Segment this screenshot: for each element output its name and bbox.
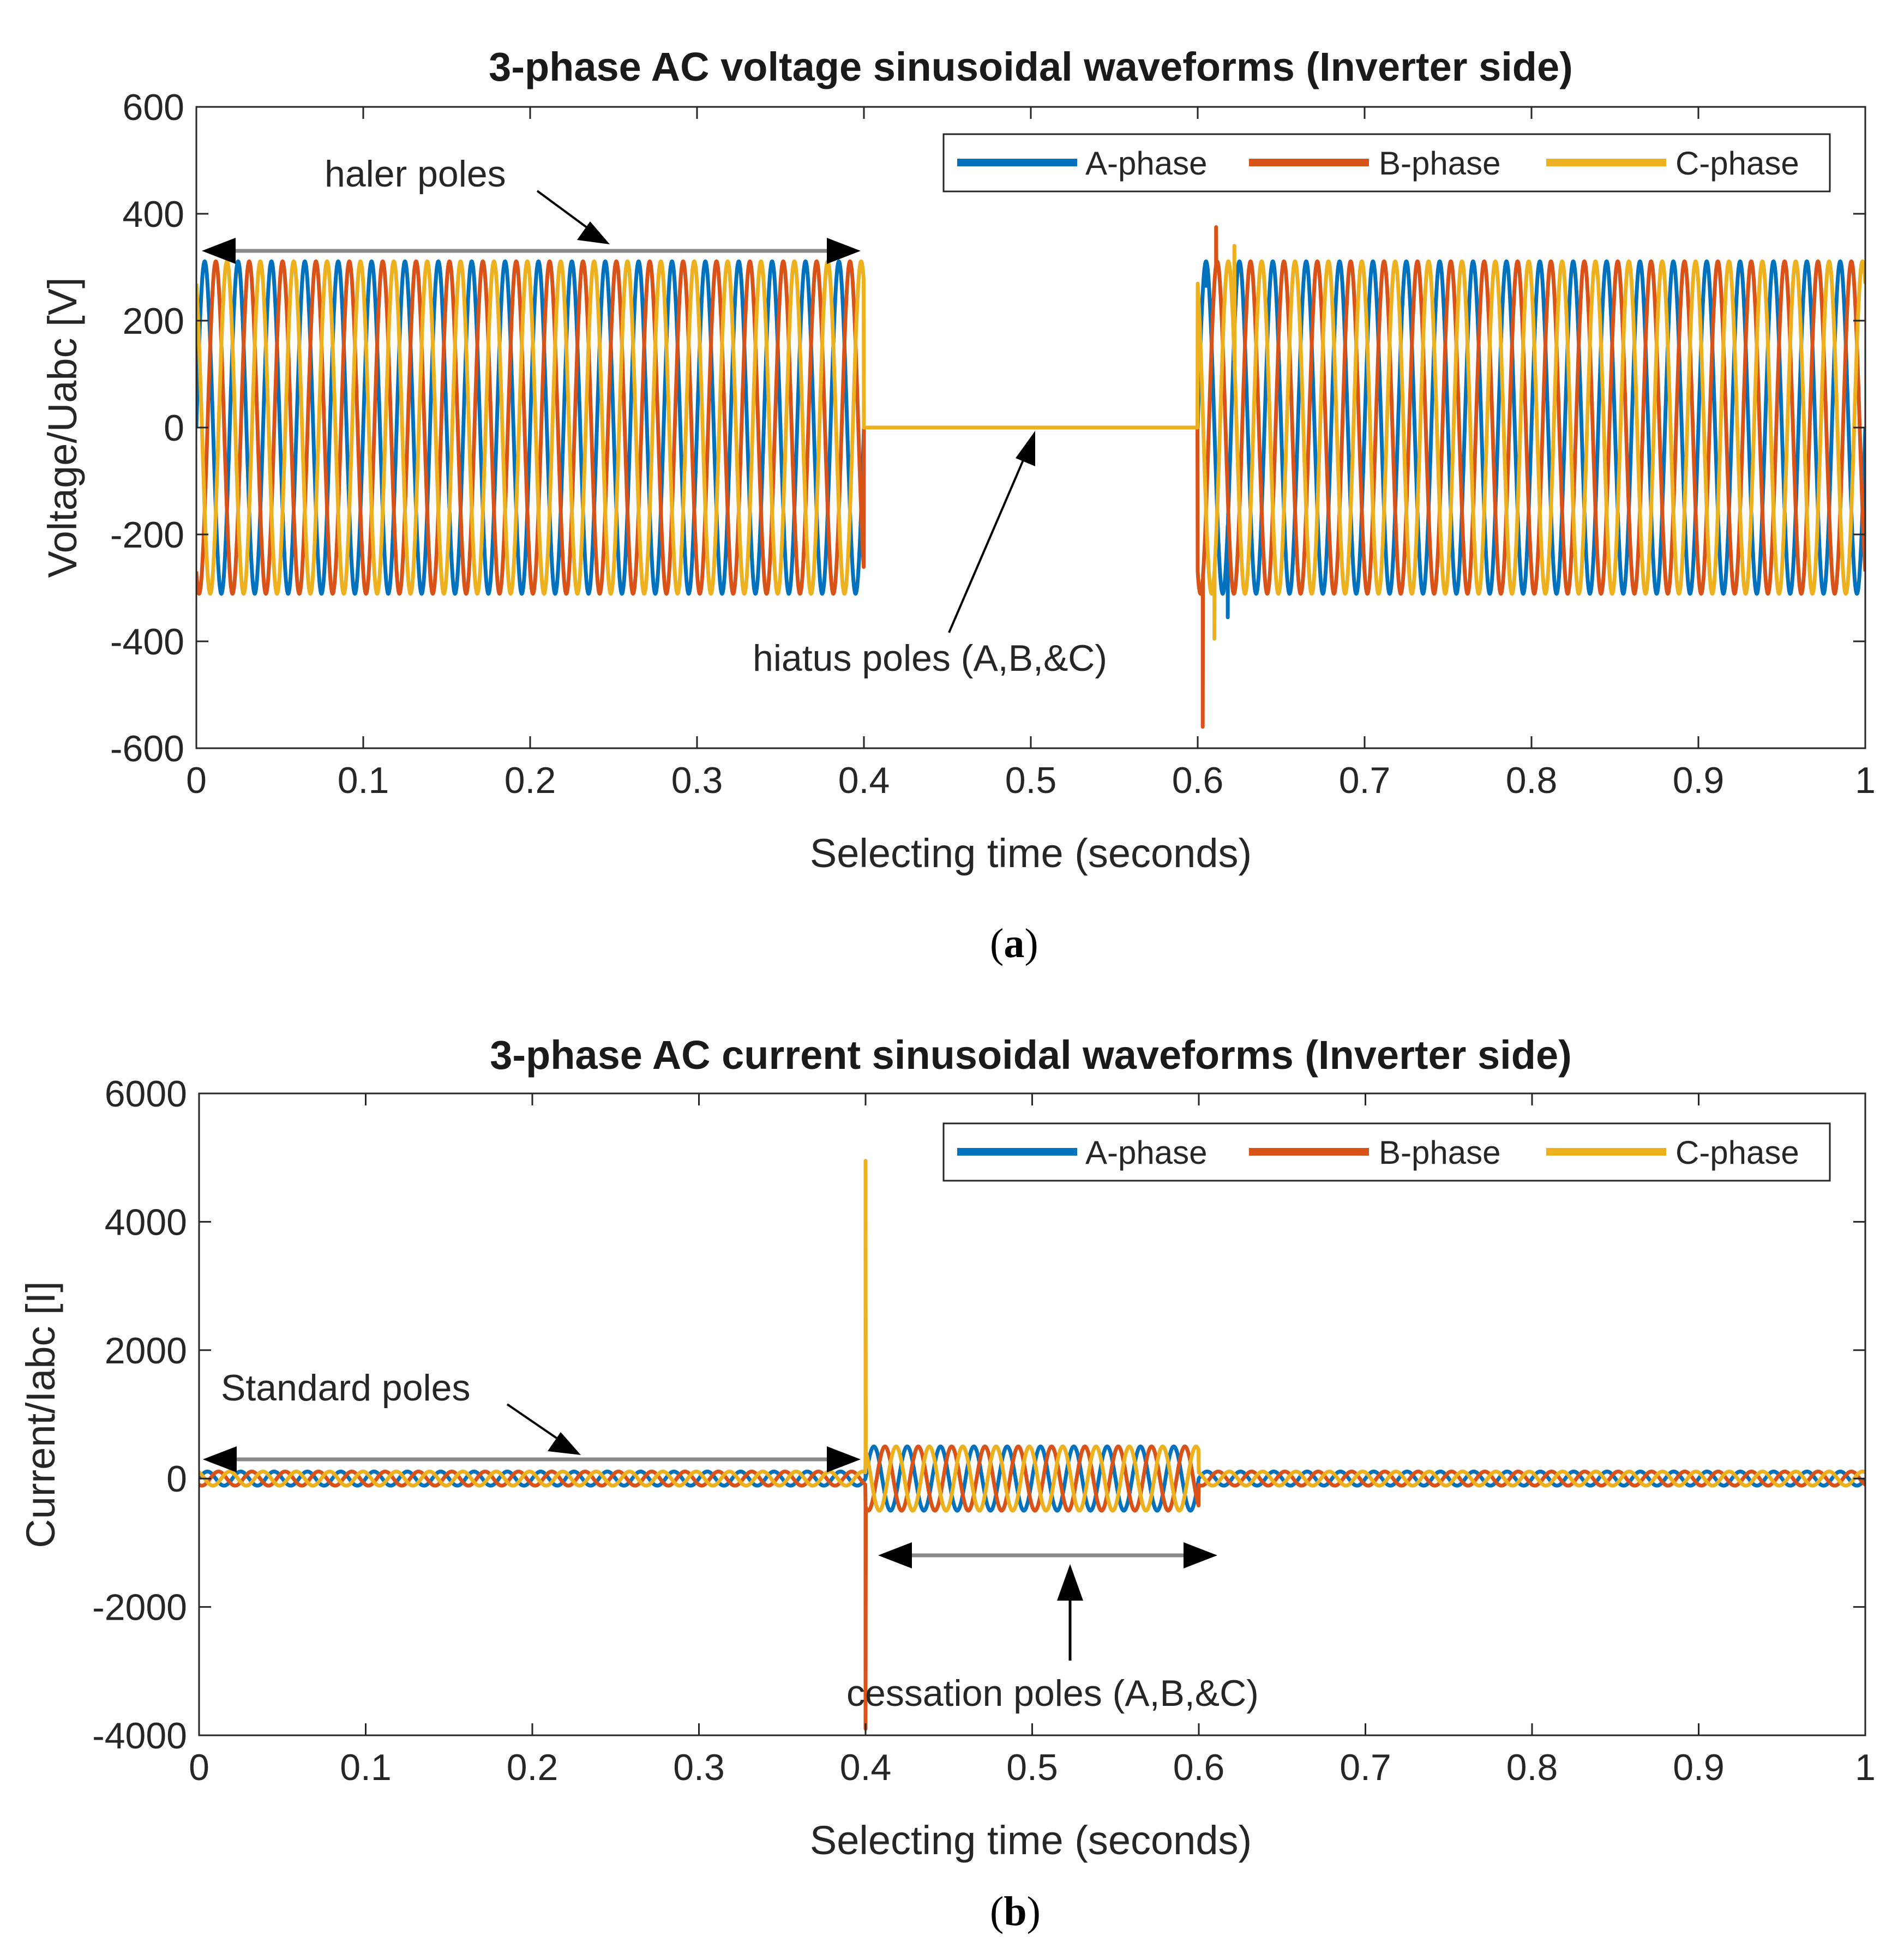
voltage-y-tick-label: -200 (110, 514, 184, 556)
current-plot-frame (198, 1092, 1866, 1736)
current-legend-box (942, 1122, 1831, 1182)
haler-poles-left-arrowhead (202, 238, 236, 264)
current-legend: A-phase B-phase C-phase (942, 1122, 1831, 1182)
voltage-y-tick-label: 600 (123, 87, 184, 128)
hiatus-poles-pointer-line (948, 452, 1028, 633)
cessation-poles-right-arrowhead (1184, 1542, 1217, 1568)
current-x-tick-label: 0.1 (340, 1747, 392, 1788)
hiatus-poles-pointer-arrowhead (1016, 431, 1035, 466)
voltage-legend-label-a: A-phase (1085, 145, 1207, 182)
cessation-poles-label: cessation poles (A,B,&C) (846, 1673, 1259, 1714)
current-y-tick-label: 0 (166, 1458, 187, 1500)
voltage-x-tick-label: 0 (186, 760, 207, 801)
hiatus-poles-label: hiatus poles (A,B,&C) (753, 638, 1107, 679)
voltage-y-tick-label: -600 (110, 728, 184, 769)
voltage-legend: A-phase B-phase C-phase (942, 133, 1831, 193)
voltage-x-axis-label: Selecting time (seconds) (810, 831, 1252, 876)
standard-poles-label: Standard poles (221, 1367, 470, 1409)
current-chart: 0 0.1 0.2 0.3 0.4 0.5 0.6 0.7 0.8 0.9 1 -4000 -2000 0… (18, 1032, 1876, 1934)
voltage-plot-frame (195, 106, 1866, 749)
voltage-x-tick-label: 0.1 (338, 760, 389, 801)
voltage-x-tick-label: 0.8 (1506, 760, 1558, 801)
haler-poles-right-arrowhead (827, 238, 861, 264)
voltage-series-c-phase (196, 244, 1865, 641)
current-x-tick-label: 1 (1855, 1747, 1876, 1788)
voltage-y-tick-label: 0 (164, 407, 184, 449)
voltage-x-tick-label: 1 (1855, 760, 1876, 801)
current-chart-caption: (b) (990, 1889, 1041, 1934)
voltage-ticks: 0 0.1 0.2 0.3 0.4 0.5 0.6 0.7 0.8 0.9 1 -600 -400 -20… (110, 87, 1876, 801)
standard-poles-right-arrowhead (827, 1446, 861, 1472)
current-x-tick-label: 0.7 (1340, 1747, 1391, 1788)
current-x-tick-label: 0.6 (1173, 1747, 1225, 1788)
standard-poles-pointer-line (506, 1403, 560, 1441)
voltage-y-tick-label: 200 (123, 300, 184, 342)
current-series-c-phase (199, 1159, 1865, 1513)
cessation-poles-pointer-arrowhead (1057, 1564, 1083, 1601)
haler-poles-label: haler poles (325, 153, 506, 195)
current-x-tick-label: 0.2 (507, 1747, 558, 1788)
voltage-chart: 0 0.1 0.2 0.3 0.4 0.5 0.6 0.7 0.8 0.9 1 -600 -400 -20… (40, 44, 1876, 966)
current-x-tick-label: 0.5 (1006, 1747, 1058, 1788)
standard-poles-left-arrowhead (203, 1446, 237, 1472)
current-x-tick-label: 0.3 (673, 1747, 725, 1788)
voltage-x-tick-label: 0.2 (504, 760, 556, 801)
voltage-chart-title: 3-phase AC voltage sinusoidal waveforms … (489, 44, 1573, 89)
voltage-legend-box (942, 133, 1831, 193)
voltage-y-axis-label: Voltage/Uabc [V] (40, 277, 85, 578)
current-x-axis-label: Selecting time (seconds) (810, 1818, 1252, 1863)
voltage-series-group (196, 225, 1865, 729)
voltage-legend-label-b: B-phase (1379, 145, 1500, 182)
voltage-chart-caption: (a) (990, 921, 1038, 966)
current-y-axis-label: Current/Iabc [I] (18, 1281, 63, 1548)
current-x-tick-label: 0.9 (1673, 1747, 1725, 1788)
current-annotations: Standard poles cessation poles (A,B,&C) (203, 1367, 1259, 1714)
voltage-x-tick-label: 0.3 (671, 760, 723, 801)
voltage-y-tick-label: 400 (123, 194, 184, 235)
voltage-x-tick-label: 0.7 (1339, 760, 1391, 801)
current-chart-title: 3-phase AC current sinusoidal waveforms … (490, 1032, 1572, 1078)
current-x-tick-label: 0.8 (1506, 1747, 1558, 1788)
current-y-tick-label: -4000 (92, 1715, 187, 1757)
voltage-y-tick-label: -400 (110, 621, 184, 663)
current-x-tick-label: 0 (189, 1747, 209, 1788)
current-caption-letter: b (1004, 1889, 1026, 1934)
standard-poles-pointer-arrowhead (548, 1432, 581, 1455)
current-plot-area (199, 1093, 1865, 1735)
current-y-tick-label: 6000 (105, 1073, 187, 1115)
voltage-x-tick-label: 0.6 (1172, 760, 1224, 801)
cessation-poles-left-arrowhead (878, 1542, 912, 1568)
current-series-a-phase (199, 1444, 1865, 1513)
current-legend-label-c: C-phase (1675, 1134, 1799, 1171)
haler-poles-pointer-line (536, 190, 590, 230)
voltage-annotations: haler poles hiatus poles (A,B,&C) (202, 153, 1107, 679)
current-x-tick-label: 0.4 (840, 1747, 892, 1788)
current-legend-label-b: B-phase (1379, 1134, 1500, 1171)
haler-poles-pointer-arrowhead (577, 221, 610, 244)
current-series-group (199, 1159, 1865, 1731)
voltage-legend-label-c: C-phase (1675, 145, 1799, 182)
current-y-tick-label: 4000 (105, 1201, 187, 1243)
voltage-x-tick-label: 0.4 (838, 760, 890, 801)
current-legend-label-a: A-phase (1085, 1134, 1207, 1171)
voltage-x-tick-label: 0.9 (1673, 760, 1725, 801)
voltage-x-tick-label: 0.5 (1005, 760, 1057, 801)
current-y-tick-label: 2000 (105, 1330, 187, 1372)
voltage-caption-letter: a (1004, 921, 1024, 966)
current-series-b-phase (199, 1444, 1865, 1731)
current-y-tick-label: -2000 (92, 1587, 187, 1628)
